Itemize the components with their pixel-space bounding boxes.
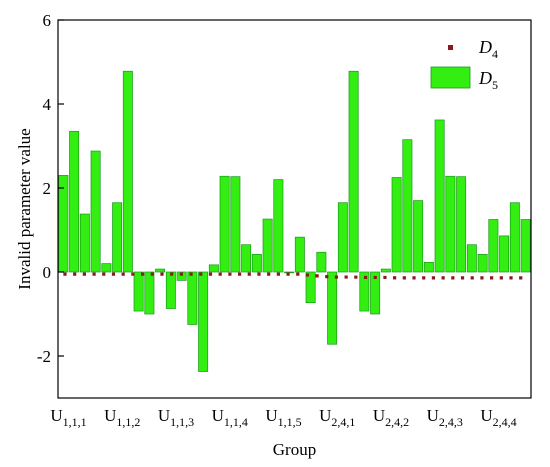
d5-bar (58, 175, 69, 273)
legend-d4-marker (448, 45, 453, 50)
x-axis-label: Group (273, 440, 316, 459)
d5-bar (187, 271, 198, 325)
x-tick-label: U1,1,5 (265, 406, 301, 429)
d5-bar (219, 175, 230, 273)
d5-bar (327, 271, 338, 345)
d5-bar (499, 235, 510, 273)
d5-bar (79, 213, 90, 273)
y-tick-label: -2 (37, 347, 51, 366)
d5-bar (434, 119, 445, 273)
y-axis-label: Invalid parameter value (15, 128, 34, 289)
d5-bar (241, 244, 252, 273)
legend-label: D5 (478, 68, 498, 92)
d5-bar (477, 254, 488, 273)
x-tick-label: U2,4,3 (427, 406, 463, 429)
d5-bar (445, 175, 456, 273)
d5-bar (413, 200, 424, 273)
d5-bar (337, 202, 348, 273)
y-axis: -2 0 2 4 6 (37, 11, 64, 366)
d5-bar (466, 244, 477, 273)
legend-d5-swatch (430, 66, 471, 89)
x-axis: U1,1,1 U1,1,2 U1,1,3 U1,1,4 U1,1,5 U2,4,1 U2,4… (50, 406, 516, 429)
d5-bar (133, 271, 144, 312)
d5-bar (176, 271, 187, 281)
d5-bar (509, 202, 520, 273)
d5-bar (90, 150, 101, 273)
d5-bar (208, 264, 219, 273)
x-tick-label: U2,4,1 (319, 406, 355, 429)
plot-frame (57, 19, 532, 399)
x-tick-label: U1,1,4 (212, 406, 248, 429)
d5-bar (112, 202, 123, 273)
bars-layer (58, 70, 531, 372)
d5-bar (305, 271, 316, 304)
d5-bar (69, 130, 80, 273)
d5-bar (316, 251, 327, 273)
legend-label: D4 (478, 37, 498, 61)
x-tick-label: U2,4,2 (373, 406, 409, 429)
d5-bar (230, 176, 241, 273)
x-tick-label: U1,1,3 (158, 406, 194, 429)
d5-bar (294, 236, 305, 273)
d4-dotted-line (63, 272, 526, 280)
d5-bar (251, 254, 262, 273)
d5-bar (380, 268, 391, 273)
d5-bar (144, 271, 155, 315)
d5-bar (402, 139, 413, 273)
y-tick-label: 4 (43, 95, 52, 114)
d5-bar (423, 261, 434, 273)
d5-bar (520, 219, 531, 273)
y-tick-label: 2 (43, 179, 52, 198)
d5-bar (262, 218, 273, 273)
d5-bar (155, 268, 166, 273)
x-tick-label: U1,1,2 (104, 406, 140, 429)
d5-bar (370, 271, 381, 315)
d5-bar (101, 263, 112, 273)
x-tick-label: U1,1,1 (50, 406, 86, 429)
d5-bar (456, 176, 467, 273)
d5-bar (359, 271, 370, 312)
d5-bar (273, 179, 284, 273)
d4-series-layer (63, 272, 526, 280)
x-tick-label: U2,4,4 (480, 406, 516, 429)
d5-bar (488, 219, 499, 273)
y-tick-label: 0 (43, 263, 52, 282)
d5-bar (165, 271, 176, 309)
d5-bar (348, 70, 359, 273)
d5-bar (122, 70, 133, 273)
y-tick-label: 6 (43, 11, 52, 30)
d5-bar (391, 177, 402, 273)
d5-bar (198, 271, 209, 372)
